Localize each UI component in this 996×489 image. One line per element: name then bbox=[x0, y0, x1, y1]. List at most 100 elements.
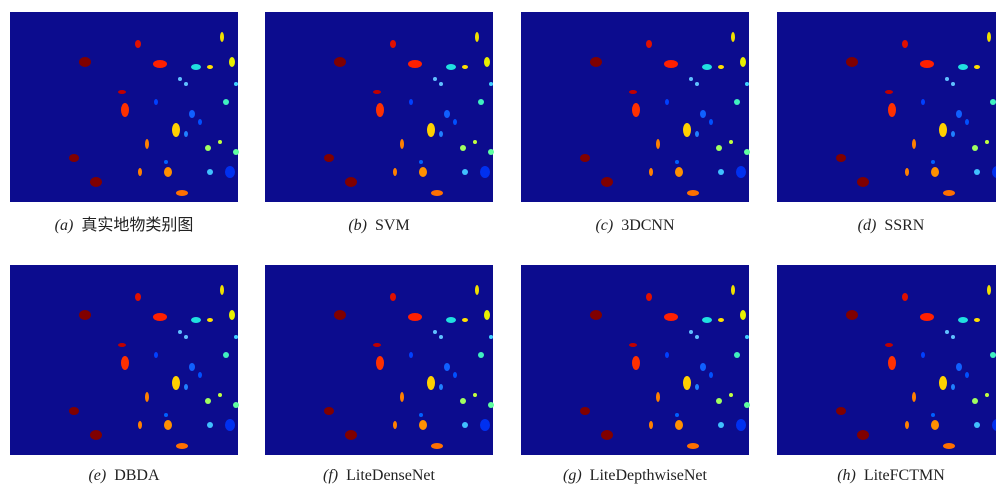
class-region bbox=[198, 119, 202, 125]
class-region bbox=[665, 99, 669, 105]
class-region bbox=[945, 77, 949, 81]
class-region bbox=[69, 407, 79, 415]
class-region bbox=[716, 145, 722, 151]
class-region bbox=[184, 82, 188, 86]
panel bbox=[10, 265, 239, 455]
class-region bbox=[191, 317, 201, 323]
class-region bbox=[744, 402, 750, 408]
panel-name: 3DCNN bbox=[621, 217, 675, 234]
class-region bbox=[376, 356, 384, 370]
class-region bbox=[145, 392, 149, 402]
class-region bbox=[207, 65, 213, 69]
panel-caption: (h)LiteFCTMN bbox=[837, 467, 945, 484]
class-region bbox=[649, 168, 653, 176]
class-region bbox=[601, 177, 613, 187]
class-region bbox=[419, 420, 427, 430]
class-region bbox=[958, 317, 968, 323]
class-region bbox=[836, 154, 846, 162]
class-region bbox=[632, 356, 640, 370]
class-region bbox=[419, 413, 423, 417]
class-region bbox=[233, 149, 239, 155]
class-region bbox=[462, 169, 468, 175]
panel-tag: (g) bbox=[563, 467, 582, 484]
class-region bbox=[736, 166, 746, 178]
class-region bbox=[218, 140, 222, 144]
class-region bbox=[191, 64, 201, 70]
panel-name: LiteFCTMN bbox=[864, 467, 945, 484]
class-region bbox=[480, 166, 490, 178]
class-region bbox=[664, 60, 678, 68]
class-region bbox=[184, 131, 188, 137]
class-region bbox=[921, 352, 925, 358]
panel bbox=[777, 12, 996, 202]
class-region bbox=[931, 167, 939, 177]
class-region bbox=[439, 384, 443, 390]
class-region bbox=[444, 110, 450, 118]
class-region bbox=[90, 430, 102, 440]
class-region bbox=[478, 352, 484, 358]
class-region bbox=[683, 376, 691, 390]
class-region bbox=[419, 167, 427, 177]
class-region bbox=[718, 422, 724, 428]
class-region bbox=[135, 293, 141, 301]
class-region bbox=[974, 422, 980, 428]
panel-name: SVM bbox=[375, 217, 410, 234]
class-region bbox=[229, 57, 235, 67]
panel-name: LiteDepthwiseNet bbox=[590, 467, 708, 484]
panel-caption: (e)DBDA bbox=[88, 467, 160, 484]
class-region bbox=[736, 419, 746, 431]
class-region bbox=[184, 335, 188, 339]
class-region bbox=[740, 310, 746, 320]
class-region bbox=[154, 99, 158, 105]
class-region bbox=[121, 103, 129, 117]
panel-caption: (b)SVM bbox=[348, 217, 409, 234]
class-region bbox=[945, 330, 949, 334]
class-region bbox=[433, 77, 437, 81]
class-region bbox=[218, 393, 222, 397]
class-region bbox=[744, 149, 750, 155]
class-region bbox=[716, 398, 722, 404]
class-region bbox=[931, 160, 935, 164]
class-region bbox=[118, 90, 126, 94]
class-region bbox=[184, 384, 188, 390]
class-region bbox=[376, 103, 384, 117]
class-region bbox=[709, 119, 713, 125]
class-region bbox=[431, 190, 443, 196]
class-region bbox=[939, 123, 947, 137]
panel-tag: (d) bbox=[858, 217, 877, 234]
class-region bbox=[153, 313, 167, 321]
class-region bbox=[427, 123, 435, 137]
class-region bbox=[629, 343, 637, 347]
class-region bbox=[207, 318, 213, 322]
class-region bbox=[409, 352, 413, 358]
class-region bbox=[974, 318, 980, 322]
class-region bbox=[462, 422, 468, 428]
class-region bbox=[207, 422, 213, 428]
class-region bbox=[345, 177, 357, 187]
class-region bbox=[233, 402, 239, 408]
class-region bbox=[409, 99, 413, 105]
class-region bbox=[408, 313, 422, 321]
class-region bbox=[718, 318, 724, 322]
class-region bbox=[745, 335, 749, 339]
class-region bbox=[740, 57, 746, 67]
class-region bbox=[473, 140, 477, 144]
figure: (a)真实地物类别图(b)SVM(c)3DCNN(d)SSRN(e)DBDA(f… bbox=[0, 0, 996, 489]
class-region bbox=[702, 317, 712, 323]
class-region bbox=[931, 420, 939, 430]
panel bbox=[265, 12, 494, 202]
class-region bbox=[453, 119, 457, 125]
class-region bbox=[473, 393, 477, 397]
class-region bbox=[176, 443, 188, 449]
class-region bbox=[164, 167, 172, 177]
class-region bbox=[446, 317, 456, 323]
class-region bbox=[700, 363, 706, 371]
class-region bbox=[189, 110, 195, 118]
class-region bbox=[225, 166, 235, 178]
class-region bbox=[902, 293, 908, 301]
class-region bbox=[885, 90, 893, 94]
class-region bbox=[229, 310, 235, 320]
class-region bbox=[700, 110, 706, 118]
panel bbox=[10, 12, 239, 202]
class-region bbox=[695, 384, 699, 390]
